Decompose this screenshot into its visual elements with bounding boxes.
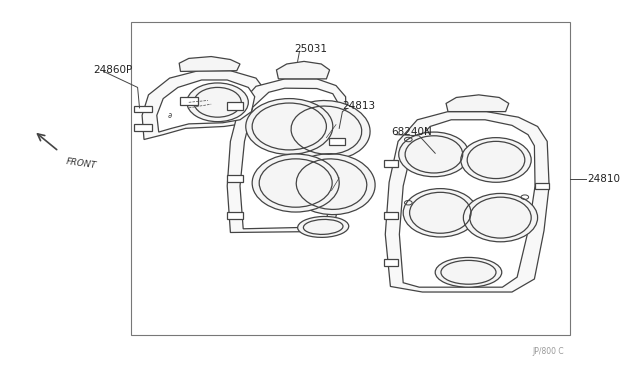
Polygon shape [227, 79, 347, 233]
Text: 24860P: 24860P [93, 65, 132, 74]
Bar [535, 183, 549, 189]
Polygon shape [157, 80, 255, 132]
Polygon shape [385, 112, 549, 292]
Text: 24810: 24810 [588, 174, 621, 183]
Polygon shape [446, 95, 509, 112]
Ellipse shape [187, 83, 248, 122]
Ellipse shape [283, 100, 370, 160]
Ellipse shape [461, 138, 531, 182]
Text: FRONT: FRONT [66, 157, 98, 170]
Bar [180, 97, 198, 105]
Bar [131, 22, 570, 335]
Bar [384, 212, 398, 219]
Text: JP/800 C: JP/800 C [532, 347, 564, 356]
Bar [384, 259, 398, 266]
Bar [134, 124, 152, 131]
Ellipse shape [399, 132, 469, 177]
Ellipse shape [435, 257, 502, 287]
Bar [227, 175, 243, 182]
Bar [134, 106, 152, 112]
Polygon shape [179, 57, 240, 71]
Text: 25031: 25031 [294, 44, 328, 54]
Text: $\partial$: $\partial$ [166, 111, 173, 120]
Bar [227, 102, 243, 110]
Ellipse shape [252, 154, 339, 212]
Ellipse shape [246, 99, 333, 154]
Ellipse shape [403, 189, 477, 237]
Text: 68240N: 68240N [392, 127, 433, 137]
Text: 24813: 24813 [342, 101, 376, 111]
Ellipse shape [288, 154, 375, 215]
Bar [384, 160, 398, 167]
Bar [329, 138, 345, 145]
Ellipse shape [463, 193, 538, 242]
Bar [227, 212, 243, 219]
Polygon shape [142, 71, 266, 140]
Ellipse shape [298, 217, 349, 237]
Polygon shape [399, 120, 535, 287]
Polygon shape [276, 61, 330, 79]
Polygon shape [240, 88, 339, 229]
